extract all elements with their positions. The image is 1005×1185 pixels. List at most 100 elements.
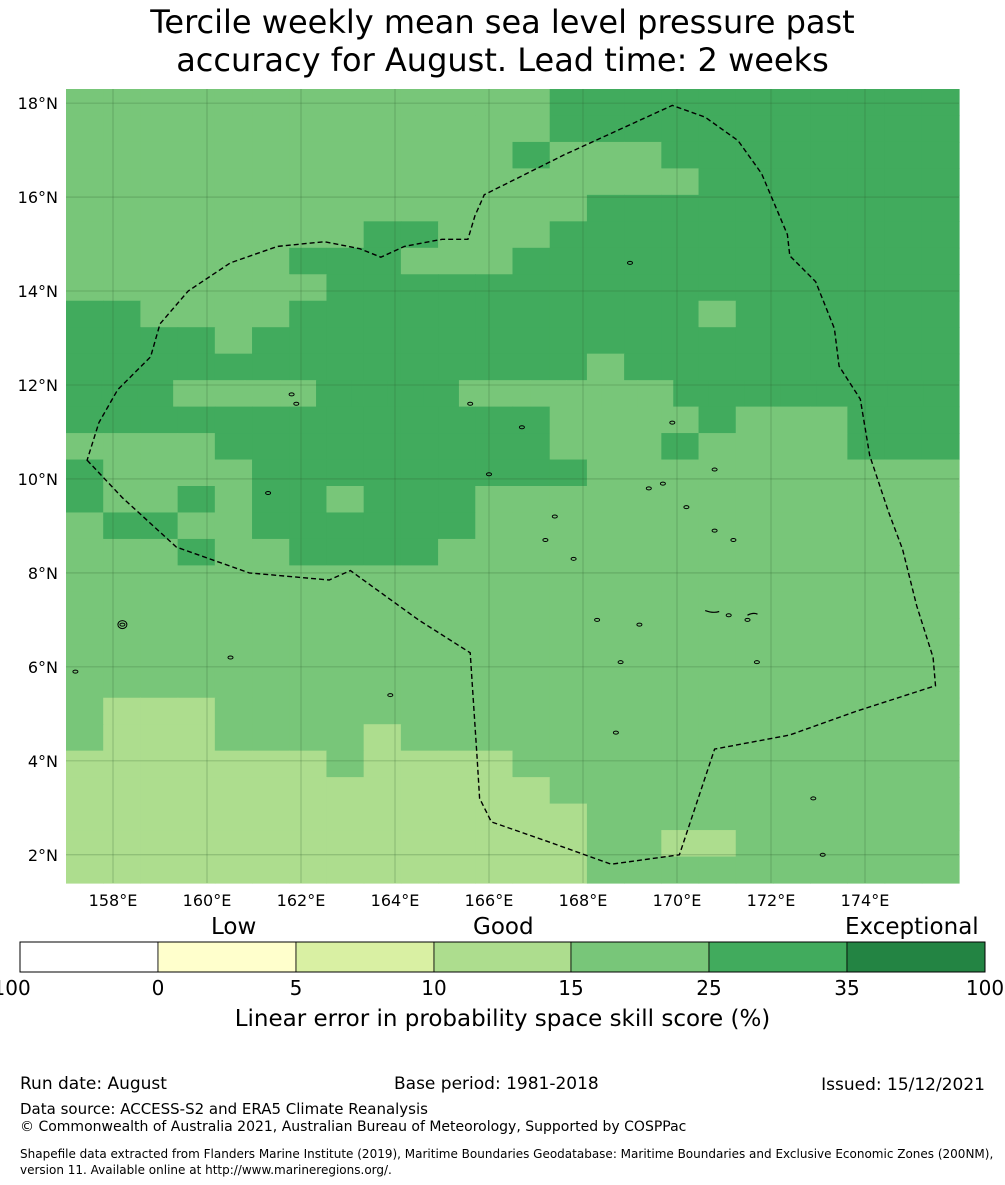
skill-cell xyxy=(921,353,960,381)
skill-cell xyxy=(400,618,439,646)
skill-cell xyxy=(624,274,662,302)
skill-cell xyxy=(252,194,290,222)
skill-cell xyxy=(735,697,774,725)
skill-cell xyxy=(772,433,811,461)
skill-cell xyxy=(177,724,216,752)
skill-cell xyxy=(921,89,960,117)
skill-cell xyxy=(66,671,104,699)
island-outline xyxy=(683,505,690,510)
island-outline xyxy=(467,401,474,406)
skill-cell xyxy=(624,512,662,540)
skill-cell xyxy=(698,141,737,169)
skill-cell xyxy=(549,618,588,646)
skill-cell xyxy=(744,380,781,408)
skill-cell xyxy=(101,380,139,408)
skill-cell xyxy=(549,644,588,672)
skill-cell xyxy=(921,327,960,355)
skill-cell xyxy=(66,327,104,355)
skill-cell xyxy=(921,644,960,672)
skill-cell xyxy=(252,777,290,805)
skill-cell xyxy=(810,803,848,831)
skill-cell xyxy=(772,300,811,328)
skill-cell xyxy=(772,750,811,778)
skill-cell xyxy=(735,194,774,222)
skill-cell xyxy=(438,856,476,884)
skill-cell xyxy=(252,856,290,884)
skill-cell xyxy=(400,803,439,831)
skill-cell xyxy=(530,380,567,408)
skill-cell xyxy=(512,697,551,725)
skill-cell xyxy=(735,406,774,434)
skill-cell xyxy=(289,724,328,752)
skill-cell xyxy=(214,591,253,619)
skill-cell xyxy=(708,380,746,408)
skill-cell xyxy=(847,459,886,487)
skill-cell xyxy=(512,433,551,461)
skill-cell xyxy=(140,89,179,117)
skill-cell xyxy=(586,89,625,117)
colorbar-tick: 0 xyxy=(151,976,165,1000)
lon-tick-label: 166°E xyxy=(465,891,514,910)
skill-cell xyxy=(400,406,439,434)
skill-cell xyxy=(66,644,104,672)
island-outline xyxy=(265,491,272,496)
skill-cell xyxy=(921,274,960,302)
skill-cell xyxy=(214,274,253,302)
skill-cell xyxy=(400,671,439,699)
skill-cell xyxy=(624,115,662,143)
skill-cell xyxy=(66,274,104,302)
skill-cell xyxy=(661,194,700,222)
skill-cell xyxy=(103,830,142,858)
skill-cell xyxy=(772,115,811,143)
skill-cell xyxy=(698,194,737,222)
lon-tick-label: 162°E xyxy=(277,891,326,910)
skill-cell xyxy=(549,777,588,805)
skill-cell xyxy=(289,327,328,355)
skill-cell xyxy=(363,221,402,249)
skill-cell xyxy=(363,830,402,858)
skill-cell xyxy=(673,380,710,408)
skill-cell xyxy=(512,671,551,699)
skill-cell xyxy=(140,671,179,699)
skill-cell xyxy=(177,750,216,778)
skill-cell xyxy=(921,433,960,461)
skill-cell xyxy=(512,247,551,275)
skill-cell xyxy=(512,221,551,249)
skill-cell xyxy=(140,697,179,725)
skill-cell xyxy=(772,327,811,355)
skill-cell xyxy=(214,221,253,249)
skill-cell xyxy=(289,803,328,831)
skill-cell xyxy=(847,141,886,169)
skill-cell xyxy=(103,327,142,355)
island-outline xyxy=(570,556,577,561)
skill-cell xyxy=(772,221,811,249)
island-outline xyxy=(669,420,676,425)
skill-cell xyxy=(363,565,402,593)
skill-cell xyxy=(475,89,514,117)
skill-cell xyxy=(103,724,142,752)
skill-cell xyxy=(326,168,365,196)
skill-cell xyxy=(698,168,737,196)
skill-cell xyxy=(400,777,439,805)
skill-cell xyxy=(400,433,439,461)
skill-cell xyxy=(586,433,625,461)
skill-cell xyxy=(289,856,328,884)
skill-cell xyxy=(884,115,923,143)
skill-cell xyxy=(549,274,588,302)
skill-cell xyxy=(103,247,142,275)
skill-cell xyxy=(140,803,179,831)
skill-cell xyxy=(810,115,848,143)
skill-cell xyxy=(772,644,811,672)
skill-cell xyxy=(326,89,365,117)
skill-cell xyxy=(326,115,365,143)
skill-cell xyxy=(735,644,774,672)
skill-cell xyxy=(661,459,700,487)
colorbar-segment xyxy=(846,941,986,973)
island-outline xyxy=(518,425,525,430)
skill-cell xyxy=(661,856,700,884)
skill-cell xyxy=(475,300,514,328)
skill-cell xyxy=(661,247,700,275)
skill-cell xyxy=(289,247,328,275)
lon-tick-label: 174°E xyxy=(841,891,890,910)
skill-cell xyxy=(252,724,290,752)
